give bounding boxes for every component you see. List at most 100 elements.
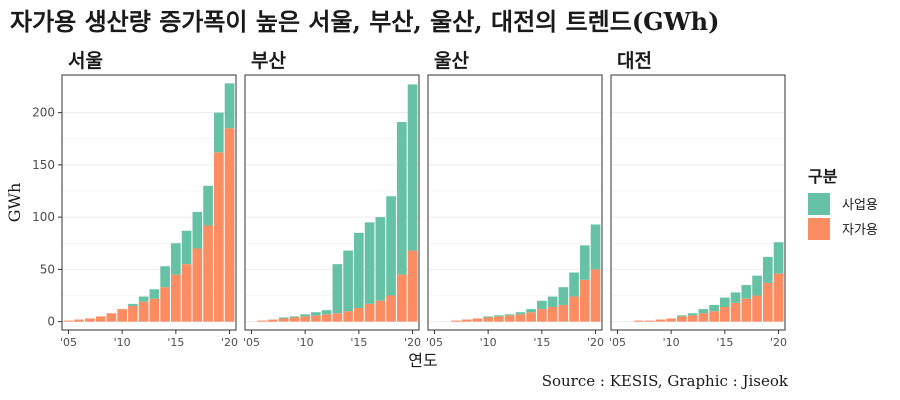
panel-1-bar-사업용-2015 <box>171 243 181 275</box>
panel-2-bar-자가용-2009 <box>289 317 300 322</box>
panel-3-bar-사업용-2015 <box>537 300 547 310</box>
x-axis-title: 연도 <box>408 351 437 370</box>
y-axis-title: GWh <box>5 183 24 223</box>
panel-1-bar-자가용-2005 <box>63 320 74 322</box>
panel-4-bar-사업용-2017 <box>741 285 752 299</box>
panel-1-bar-사업용-2014 <box>160 266 170 288</box>
panel-4-border <box>610 74 786 331</box>
panel-2-bar-자가용-2016 <box>364 303 375 322</box>
panel-1-bar-자가용-2009 <box>106 313 117 322</box>
panel-3-bar-자가용-2014 <box>526 312 536 322</box>
panel-4-title: 대전 <box>617 50 652 72</box>
panel-2-x-tick-label: '20 <box>404 336 421 349</box>
panel-1-bar-사업용-2012 <box>138 296 149 302</box>
panel-3-bar-자가용-2015 <box>537 309 547 322</box>
panel-2-bar-사업용-2014 <box>343 250 353 312</box>
caption: Source : KESIS, Graphic : Jiseok <box>541 372 788 390</box>
legend-swatch-자가용 <box>808 218 830 240</box>
panel-2-bar-사업용-2008 <box>278 317 289 319</box>
panel-4-bar-사업용-2014 <box>709 304 719 312</box>
panel-1-bar-자가용-2018 <box>203 225 213 322</box>
panel-2-bar-자가용-2013 <box>332 313 343 322</box>
panel-1-bar-자가용-2015 <box>171 274 181 322</box>
panel-1-bar-자가용-2016 <box>181 264 192 322</box>
legend-label-사업용: 사업용 <box>842 198 878 213</box>
panel-4-bar-자가용-2013 <box>698 313 709 322</box>
panel-3-bar-자가용-2019 <box>579 279 590 322</box>
panel-3-x-tick-label: '10 <box>480 336 497 349</box>
panel-1-bar-사업용-2013 <box>149 289 160 299</box>
panel-3-border <box>427 74 603 331</box>
panel-2-title: 부산 <box>251 50 286 72</box>
panel-1-bar-자가용-2020 <box>224 128 235 322</box>
panel-2-bar-자가용-2010 <box>300 316 310 322</box>
panel-2-bar-사업용-2018 <box>386 196 396 296</box>
panel-1-bar-자가용-2007 <box>85 318 95 322</box>
panel-3-x-tick-label: '15 <box>533 336 550 349</box>
panel-3-bar-사업용-2010 <box>483 316 493 318</box>
panel-2-bar-사업용-2016 <box>364 222 375 304</box>
panel-1-bar-자가용-2014 <box>160 287 170 322</box>
panel-3-bar-자가용-2011 <box>494 316 504 322</box>
panel-4-x-tick-label: '10 <box>663 336 680 349</box>
panel-4-bar-사업용-2019 <box>762 256 773 283</box>
panel-3-bar-자가용-2008 <box>461 319 472 322</box>
panel-4-bar-자가용-2011 <box>677 316 687 322</box>
panel-2-bar-사업용-2011 <box>311 312 321 316</box>
panel-4-bar-사업용-2016 <box>730 292 741 303</box>
panel-3-bar-사업용-2017 <box>558 287 569 305</box>
panel-3-bar-자가용-2009 <box>472 318 483 322</box>
panel-3-bar-사업용-2018 <box>569 272 579 297</box>
panel-4-bar-자가용-2012 <box>687 315 698 322</box>
panel-4-bar-사업용-2015 <box>720 297 730 308</box>
panel-2-bar-자가용-2017 <box>375 300 386 322</box>
panel-2-bar-자가용-2015 <box>354 308 364 322</box>
panel-3-x-tick-label: '05 <box>426 336 443 349</box>
panel-4-bar-자가용-2010 <box>666 318 676 322</box>
panel-2-bar-자가용-2011 <box>311 315 321 322</box>
panel-4-bar-자가용-2019 <box>762 282 773 322</box>
panel-1-bar-자가용-2008 <box>95 316 106 322</box>
panel-4-x-tick-label: '15 <box>716 336 733 349</box>
panel-1-bar-사업용-2019 <box>213 112 224 153</box>
panel-4-bar-사업용-2011 <box>677 315 687 317</box>
panel-1-border <box>61 74 237 331</box>
panel-1-x-tick-label: '20 <box>221 336 238 349</box>
panel-2-bar-자가용-2019 <box>396 274 407 322</box>
panel-2-bar-자가용-2008 <box>278 318 289 322</box>
panel-2-bar-자가용-2020 <box>407 250 418 322</box>
panel-3-bar-사업용-2011 <box>494 315 504 317</box>
panel-1-bar-사업용-2016 <box>181 230 192 265</box>
panel-2-bar-사업용-2009 <box>289 316 300 318</box>
panel-3-bar-사업용-2012 <box>504 314 515 316</box>
panel-1-bar-사업용-2011 <box>128 303 138 306</box>
panel-4-bar-자가용-2014 <box>709 311 719 322</box>
panel-3-bar-사업용-2013 <box>515 312 526 315</box>
y-tick-label: 150 <box>32 158 55 172</box>
panel-3-bar-자가용-2017 <box>558 304 569 322</box>
panel-1-bar-자가용-2011 <box>128 305 138 322</box>
panel-3-title: 울산 <box>434 50 469 72</box>
panel-3-x-tick-label: '20 <box>587 336 604 349</box>
panel-2-border <box>244 74 420 331</box>
panel-2-bar-사업용-2013 <box>332 264 343 314</box>
chart-title: 자가용 생산량 증가폭이 높은 서울, 부산, 울산, 대전의 트렌드(GWh) <box>10 7 720 36</box>
panel-3-bar-사업용-2014 <box>526 309 536 313</box>
panel-1-bar-사업용-2020 <box>224 83 235 129</box>
panel-4-bar-사업용-2013 <box>698 309 709 314</box>
panel-1-bar-자가용-2019 <box>213 152 224 322</box>
panel-2-bar-자가용-2012 <box>321 314 332 322</box>
panel-3-bar-자가용-2012 <box>504 315 515 322</box>
panel-3-bar-자가용-2016 <box>547 307 558 322</box>
panel-2-bar-사업용-2017 <box>375 217 386 301</box>
panel-2-bar-사업용-2020 <box>407 84 418 251</box>
panel-4-x-tick-label: '20 <box>770 336 787 349</box>
panel-2-bar-사업용-2012 <box>321 310 332 315</box>
panel-2-x-tick-label: '15 <box>350 336 367 349</box>
legend-swatch-사업용 <box>808 193 830 215</box>
panel-4-bar-사업용-2018 <box>752 275 762 296</box>
panel-1-bar-자가용-2013 <box>149 298 160 322</box>
panel-1-bar-사업용-2017 <box>192 211 203 249</box>
panel-3-bar-자가용-2010 <box>483 317 493 322</box>
